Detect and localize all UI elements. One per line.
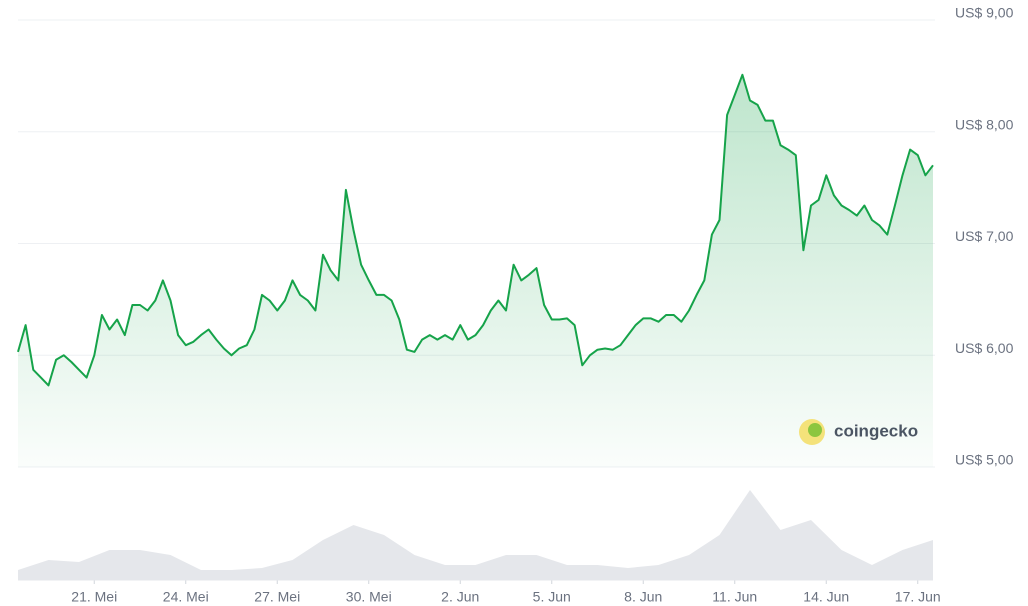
- y-tick-label: US$ 8,00: [955, 116, 1014, 132]
- x-tick-label: 27. Mei: [254, 589, 300, 605]
- price-area: [18, 74, 933, 468]
- y-tick-label: US$ 5,00: [955, 452, 1014, 468]
- x-tick-label: 14. Jun: [803, 589, 849, 605]
- watermark-text: coingecko: [834, 421, 918, 440]
- watermark: coingecko: [799, 419, 918, 445]
- x-tick-label: 24. Mei: [163, 589, 209, 605]
- price-line: [17, 73, 934, 387]
- x-tick-label: 8. Jun: [624, 589, 662, 605]
- y-tick-label: US$ 6,00: [955, 340, 1014, 356]
- x-tick-label: 30. Mei: [346, 589, 392, 605]
- y-tick-label: US$ 9,00: [955, 5, 1014, 21]
- logo-eye: [808, 423, 822, 437]
- x-tick-label: 5. Jun: [533, 589, 571, 605]
- volume-area: [18, 490, 933, 580]
- y-tick-label: US$ 7,00: [955, 228, 1014, 244]
- x-tick-label: 2. Jun: [441, 589, 479, 605]
- x-tick-label: 17. Jun: [895, 589, 941, 605]
- x-tick-label: 11. Jun: [712, 589, 757, 605]
- x-tick-label: 21. Mei: [71, 589, 117, 605]
